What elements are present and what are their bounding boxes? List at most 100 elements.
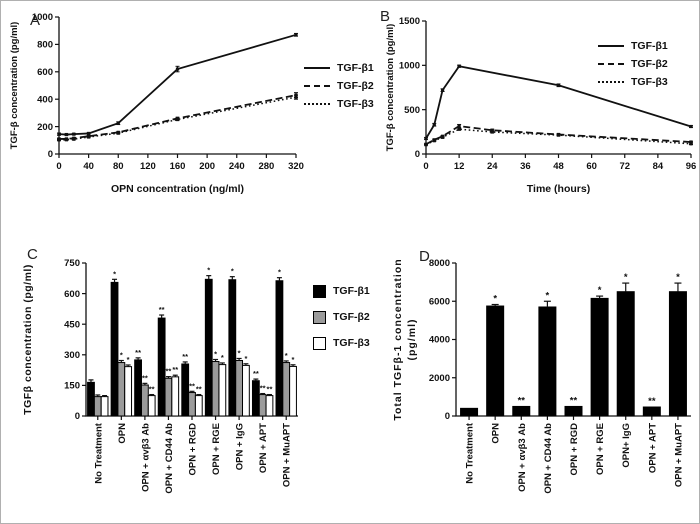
- legend-item-tgfb3: TGF-β3: [304, 95, 374, 113]
- bar-TGF-β1: [275, 280, 284, 417]
- category-label: OPN+ IgG: [621, 423, 632, 468]
- x-tick-label: 60: [586, 161, 597, 172]
- category-label: OPN: [117, 423, 128, 444]
- bar-TGF-β1: [564, 405, 583, 417]
- bar-TGF-β3: [100, 396, 109, 417]
- data-marker: [432, 123, 436, 127]
- legend-label: TGF-β1: [337, 62, 374, 74]
- bar-TGF-β1: [512, 405, 531, 417]
- series-line-TGF-β3: [425, 128, 692, 146]
- dotted-line-icon: [304, 103, 330, 105]
- legend-item-tgfb1: TGF-β1: [313, 278, 370, 304]
- data-marker: [116, 121, 120, 125]
- bar-TGF-β3: [194, 395, 203, 417]
- dotted-line-icon: [598, 81, 624, 83]
- bar-TGF-β3: [265, 395, 274, 417]
- series-line-TGF-β1: [425, 65, 692, 139]
- data-marker: [72, 132, 76, 136]
- significance-annotation: *: [113, 269, 116, 278]
- category-label: OPN + IgG: [235, 423, 246, 470]
- panel-d-letter: D: [419, 248, 430, 265]
- data-marker: [116, 131, 120, 135]
- bar-TGF-β2: [188, 392, 196, 417]
- bar-TGF-β2: [164, 377, 173, 417]
- x-tick-label: 72: [619, 161, 630, 172]
- bar-TGF-β1: [616, 291, 635, 417]
- bar-TGF-β1: [668, 291, 687, 417]
- category-label: OPN: [491, 423, 502, 444]
- y-tick-label: 1500: [399, 16, 420, 27]
- x-tick-label: 80: [113, 161, 124, 172]
- y-axis-title: Total TGFβ-1 concentration: [392, 258, 404, 420]
- bar-TGF-β1: [538, 306, 557, 417]
- bar-TGF-β2: [117, 362, 126, 417]
- data-marker: [440, 88, 445, 92]
- bar-TGF-β3: [242, 364, 250, 417]
- y-axis-title: TGFβ concentration (pg/ml): [22, 264, 34, 415]
- legend-item-tgfb2: TGF-β2: [304, 77, 374, 95]
- x-tick-label: 160: [170, 161, 186, 172]
- white-square-icon: [313, 336, 326, 350]
- y-tick-label: 450: [64, 319, 80, 330]
- bar-TGF-β3: [218, 364, 227, 417]
- x-tick-label: 12: [454, 161, 465, 172]
- category-label: OPN + RGE: [595, 423, 606, 475]
- significance-annotation: *: [546, 290, 550, 301]
- data-marker: [424, 136, 428, 141]
- legend-item-tgfb1: TGF-β1: [304, 59, 374, 77]
- legend-label: TGF-β1: [631, 40, 668, 52]
- x-tick-label: 48: [553, 161, 564, 172]
- legend-panel-b: TGF-β1 TGF-β2 TGF-β3: [598, 37, 668, 91]
- significance-annotation: *: [231, 267, 234, 276]
- legend-item-tgfb2: TGF-β2: [598, 55, 668, 73]
- bar-TGF-β2: [211, 361, 220, 417]
- bar-TGF-β1: [590, 297, 609, 417]
- legend-label: TGF-β1: [333, 285, 370, 297]
- dashed-line-icon: [598, 63, 624, 65]
- legend-label: TGF-β2: [333, 311, 370, 323]
- bar-TGF-β1: [460, 407, 479, 417]
- y-tick-label: 1000: [399, 61, 420, 72]
- bar-TGF-β1: [157, 317, 166, 417]
- bar-TGF-β1: [486, 305, 505, 417]
- legend-item-tgfb2: TGF-β2: [313, 304, 370, 330]
- category-label: OPN + MuAPT: [282, 423, 293, 487]
- y-tick-label: 0: [48, 149, 53, 160]
- data-marker: [440, 135, 445, 139]
- black-square-icon: [313, 284, 326, 298]
- legend-label: TGF-β2: [337, 80, 374, 92]
- bar-TGF-β2: [93, 396, 102, 417]
- y-tick-label: 600: [64, 289, 80, 300]
- significance-annotation: *: [238, 348, 241, 357]
- y-tick-label: 8000: [429, 258, 450, 269]
- significance-annotation: *: [598, 285, 602, 296]
- y-tick-label: 0: [445, 411, 450, 422]
- legend-item-tgfb3: TGF-β3: [313, 330, 370, 356]
- x-tick-label: 40: [83, 161, 94, 172]
- bar-TGF-β1: [87, 381, 95, 417]
- significance-annotation: **: [570, 395, 578, 406]
- dashed-line-icon: [304, 85, 330, 87]
- data-marker: [424, 143, 428, 147]
- y-axis-title: TGF-β concentration (pg/ml): [385, 24, 396, 152]
- data-marker: [689, 140, 693, 144]
- legend-panel-c: TGF-β1 TGF-β2 TGF-β3: [313, 278, 370, 356]
- y-tick-label: 800: [37, 40, 53, 51]
- significance-annotation: **: [142, 373, 148, 382]
- y-tick-label: 500: [404, 105, 420, 116]
- category-label: OPN + APT: [258, 423, 269, 473]
- data-marker: [457, 127, 461, 131]
- significance-annotation: **: [189, 381, 195, 390]
- significance-annotation: **: [267, 385, 273, 394]
- data-marker: [72, 137, 76, 141]
- y-tick-label: 6000: [429, 296, 450, 307]
- data-marker: [87, 135, 91, 139]
- bar-TGF-β1: [228, 279, 237, 417]
- bar-TGF-β3: [171, 376, 180, 417]
- significance-annotation: **: [260, 384, 266, 393]
- significance-annotation: *: [493, 294, 497, 305]
- category-label: No Treatment: [93, 422, 104, 484]
- category-label: OPN + RGD: [188, 423, 199, 476]
